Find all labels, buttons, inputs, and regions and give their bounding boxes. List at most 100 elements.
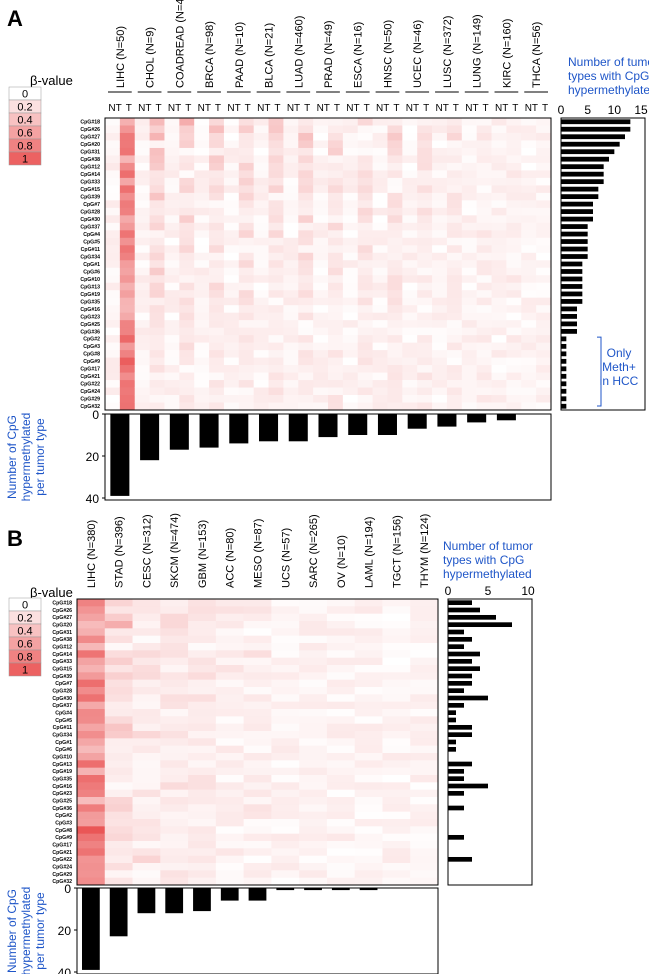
heatmap-cell: [461, 365, 478, 373]
heatmap-cell: [536, 252, 552, 261]
heatmap-cell: [491, 335, 507, 344]
heatmap-cell: [209, 320, 225, 329]
heatmap-cell: [326, 613, 356, 622]
panel-a-row-label: CpG#1: [83, 262, 100, 268]
panel-a-right-bar: [561, 201, 593, 207]
heatmap-cell: [223, 215, 240, 224]
heatmap-cell: [194, 342, 210, 351]
heatmap-cell: [417, 342, 433, 351]
heatmap-cell: [461, 155, 478, 164]
heatmap-cell: [271, 826, 300, 835]
heatmap-cell: [417, 357, 433, 366]
heatmap-cell: [432, 125, 448, 134]
heatmap-cell: [521, 350, 537, 358]
panel-b-right-bar: [448, 790, 464, 796]
heatmap-cell: [179, 327, 195, 336]
heatmap-cell: [271, 687, 300, 695]
heatmap-cell: [446, 230, 463, 239]
heatmap-cell: [209, 118, 225, 126]
heatmap-cell: [521, 147, 537, 156]
heatmap-cell: [299, 819, 328, 827]
heatmap-cell: [342, 357, 359, 366]
heatmap-cell: [521, 327, 537, 336]
heatmap-cell: [194, 230, 210, 239]
heatmap-cell: [134, 118, 150, 126]
heatmap-cell: [149, 200, 165, 209]
heatmap-cell: [283, 290, 299, 299]
heatmap-cell: [134, 252, 150, 261]
panel-b-row-label: CpG#26: [52, 608, 72, 614]
heatmap-cell: [179, 162, 195, 171]
heatmap-cell: [402, 312, 418, 321]
heatmap-cell: [410, 738, 439, 747]
heatmap-cell: [132, 863, 161, 871]
panel-b-row-label: CpG#14: [52, 652, 72, 658]
heatmap-cell: [354, 753, 383, 761]
heatmap-cell: [298, 267, 314, 276]
heatmap-cell: [179, 222, 195, 231]
heatmap-cell: [506, 125, 522, 134]
heatmap-cell: [357, 365, 373, 373]
heatmap-cell: [372, 222, 388, 231]
heatmap-cell: [491, 237, 507, 246]
heatmap-cell: [149, 230, 165, 239]
heatmap-cell: [238, 335, 255, 344]
heatmap-cell: [410, 870, 439, 879]
heatmap-cell: [238, 305, 255, 314]
heatmap-cell: [104, 804, 133, 813]
panel-a-row-label: CpG#10: [80, 277, 100, 283]
heatmap-cell: [476, 170, 492, 179]
panel-a-row-label: CpG#19: [80, 292, 100, 298]
heatmap-cell: [432, 192, 448, 201]
heatmap-cell: [179, 252, 195, 261]
heatmap-cell: [223, 380, 240, 388]
heatmap-cell: [223, 372, 240, 381]
panel-b-column-label: OV (N=10): [336, 535, 348, 588]
heatmap-cell: [402, 267, 418, 276]
panel-b-row-label: CpG#29: [52, 872, 72, 878]
heatmap-cell: [461, 207, 478, 216]
heatmap-cell: [223, 118, 240, 126]
heatmap-cell: [215, 811, 245, 820]
heatmap-cell: [342, 320, 359, 329]
heatmap-cell: [417, 365, 433, 373]
heatmap-cell: [387, 245, 403, 254]
heatmap-cell: [382, 687, 411, 695]
panel-a-right-bar: [561, 396, 567, 402]
heatmap-cell: [354, 789, 383, 798]
heatmap-cell: [77, 701, 106, 710]
heatmap-cell: [243, 694, 272, 703]
heatmap-cell: [188, 811, 217, 820]
heatmap-cell: [382, 848, 411, 857]
heatmap-cell: [188, 657, 217, 666]
heatmap-cell: [209, 260, 225, 269]
heatmap-cell: [271, 789, 300, 798]
heatmap-cell: [132, 848, 161, 857]
panel-b-right-bar: [448, 834, 464, 840]
heatmap-cell: [77, 841, 106, 849]
heatmap-cell: [160, 855, 189, 864]
heatmap-cell: [283, 215, 299, 224]
heatmap-cell: [164, 357, 180, 366]
heatmap-cell: [223, 155, 240, 164]
heatmap-cell: [209, 252, 225, 261]
heatmap-cell: [243, 826, 272, 835]
heatmap-cell: [283, 155, 299, 164]
heatmap-cell: [179, 170, 195, 179]
heatmap-cell: [132, 665, 161, 673]
heatmap-cell: [298, 395, 314, 403]
heatmap-cell: [521, 252, 537, 261]
heatmap-cell: [410, 643, 439, 651]
heatmap-cell: [506, 155, 522, 164]
heatmap-cell: [179, 402, 195, 411]
heatmap-cell: [77, 745, 106, 754]
heatmap-cell: [354, 826, 383, 835]
heatmap-cell: [209, 200, 225, 209]
heatmap-cell: [387, 200, 403, 209]
heatmap-cell: [132, 870, 161, 879]
heatmap-cell: [328, 185, 344, 194]
heatmap-cell: [461, 237, 478, 246]
panel-b-column-label: SKCM (N=474): [169, 513, 181, 588]
heatmap-cell: [188, 877, 217, 886]
heatmap-cell: [372, 395, 388, 403]
